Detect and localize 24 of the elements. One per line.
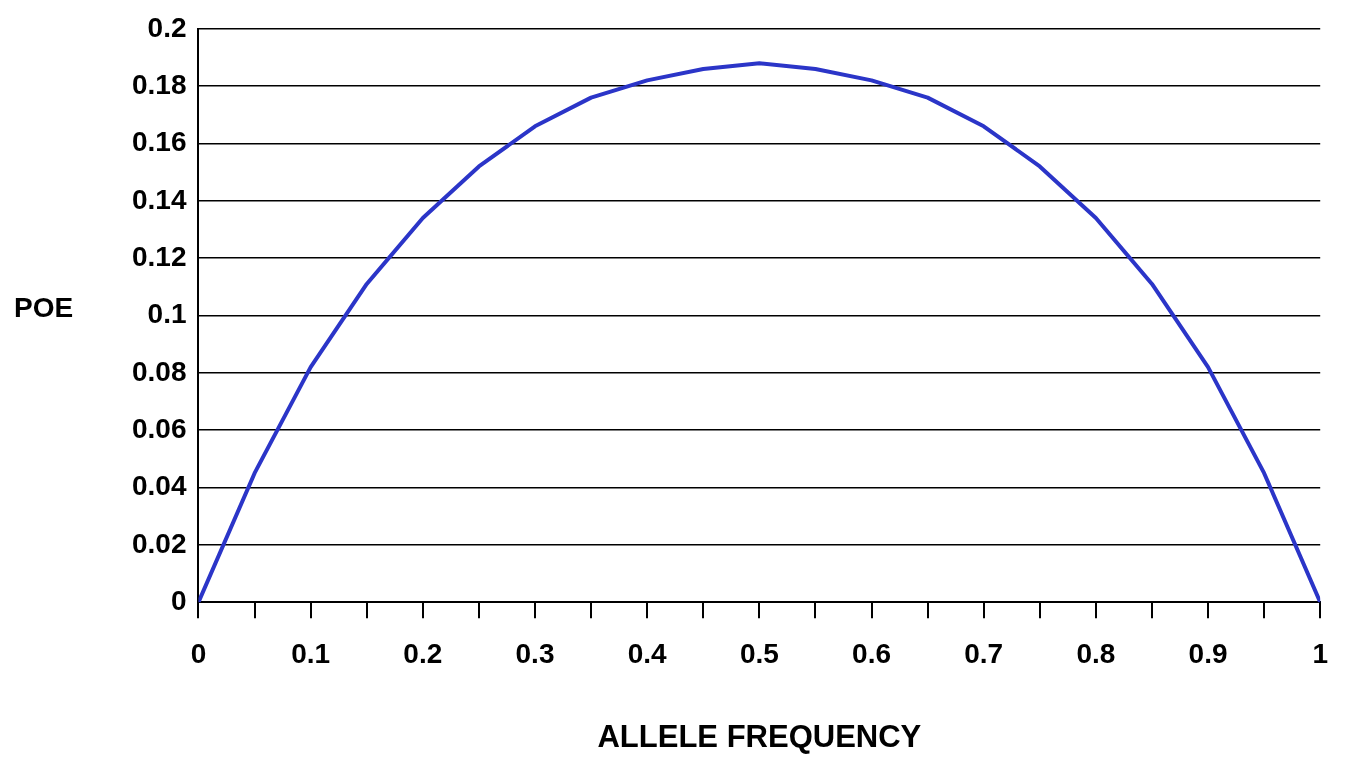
x-tick-label: 0.2 — [403, 637, 443, 669]
y-tick-label: 0.18 — [132, 68, 187, 100]
y-tick-label: 0.14 — [132, 183, 187, 215]
x-axis-title: ALLELE FREQUENCY — [597, 718, 922, 754]
y-tick-label: 0.06 — [132, 412, 187, 444]
y-tick-label: 0.02 — [132, 527, 187, 559]
x-tick-label: 0.5 — [739, 637, 779, 669]
y-tick-label: 0.1 — [147, 298, 187, 330]
x-tick-label: 0.7 — [964, 637, 1004, 669]
y-tick-label: 0.16 — [132, 126, 187, 158]
x-tick-label: 0.9 — [1188, 637, 1228, 669]
x-tick-label: 0 — [190, 637, 207, 669]
y-tick-label: 0 — [170, 584, 187, 616]
x-tick-label: 0.1 — [291, 637, 331, 669]
y-tick-label: 0.08 — [132, 355, 187, 387]
y-axis-title: POE — [14, 292, 74, 324]
x-tick-label: 0.8 — [1076, 637, 1116, 669]
x-tick-label: 0.3 — [515, 637, 555, 669]
x-tick-label: 0.4 — [627, 637, 668, 669]
x-tick-label: 0.6 — [852, 637, 891, 669]
y-tick-label: 0.12 — [132, 240, 187, 272]
y-tick-label: 0.2 — [147, 11, 187, 43]
x-tick-label: 1 — [1312, 637, 1328, 669]
y-tick-label: 0.04 — [132, 470, 187, 502]
